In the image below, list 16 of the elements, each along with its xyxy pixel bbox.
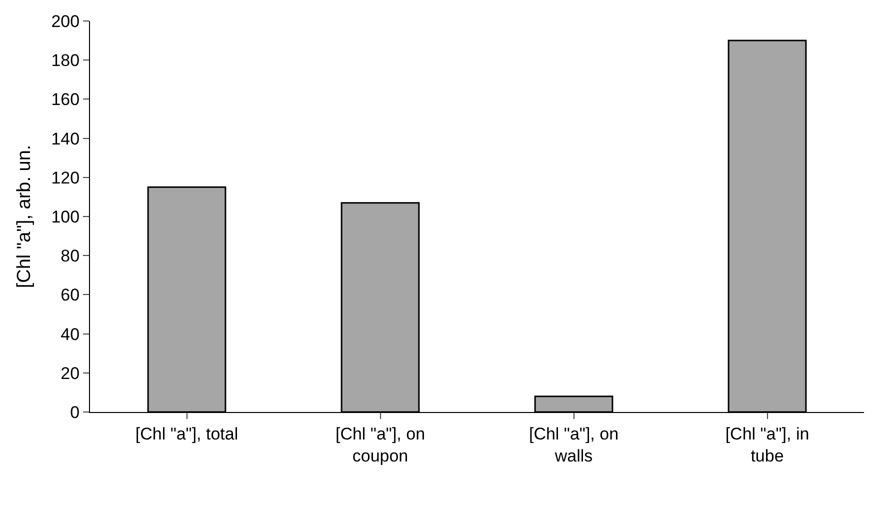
y-tick-label: 200 xyxy=(51,12,80,31)
y-tick-label: 40 xyxy=(60,324,80,344)
y-tick-label: 60 xyxy=(60,286,80,305)
y-tick-label: 120 xyxy=(51,168,80,188)
y-tick-label: 140 xyxy=(51,129,80,148)
x-tick-label: [Chl "a"], in tube xyxy=(725,424,810,466)
x-tick-label: [Chl "a"], on walls xyxy=(528,424,619,466)
y-tick-label: 0 xyxy=(70,402,80,422)
y-axis-title: [Chl "a"], arb. un. xyxy=(14,144,36,288)
y-tick-label: 180 xyxy=(51,51,80,70)
y-tick-label: 160 xyxy=(51,90,80,110)
y-tick-label: 80 xyxy=(60,246,80,266)
y-tick-label: 20 xyxy=(60,364,80,383)
x-tick-label: [Chl "a"], total xyxy=(135,424,238,444)
y-tick-label: 100 xyxy=(51,207,80,226)
x-tick-label: [Chl "a"], on coupon xyxy=(335,424,426,466)
